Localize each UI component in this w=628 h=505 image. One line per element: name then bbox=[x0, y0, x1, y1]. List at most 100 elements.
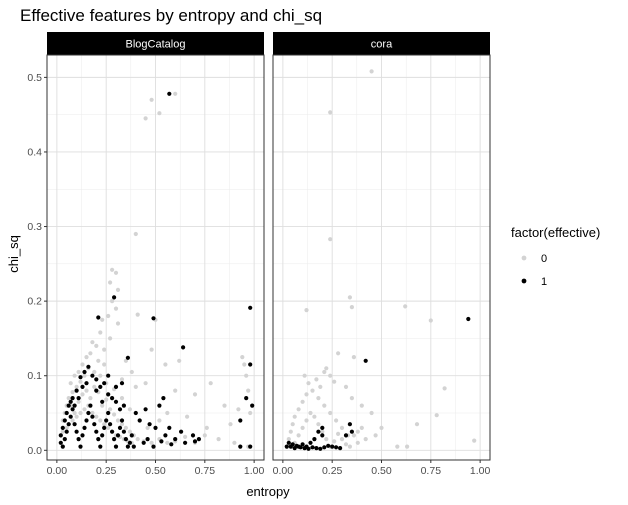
data-point bbox=[330, 444, 335, 449]
data-point bbox=[84, 355, 89, 360]
data-point bbox=[304, 308, 309, 313]
legend-label-0: 0 bbox=[541, 253, 547, 265]
data-point bbox=[68, 414, 73, 419]
data-point bbox=[173, 388, 178, 393]
data-point bbox=[216, 437, 221, 442]
data-point bbox=[121, 403, 126, 408]
data-point bbox=[355, 440, 360, 445]
data-point bbox=[314, 446, 319, 451]
data-point bbox=[308, 410, 313, 416]
data-point bbox=[106, 313, 111, 319]
data-point bbox=[328, 410, 333, 416]
x-tick-label: 0.25 bbox=[96, 465, 117, 477]
data-point bbox=[82, 425, 87, 430]
x-tick-label: 0.25 bbox=[322, 465, 343, 477]
data-point bbox=[343, 442, 349, 447]
data-point bbox=[108, 336, 113, 341]
data-point bbox=[320, 433, 325, 438]
data-point bbox=[306, 446, 311, 451]
data-point bbox=[338, 446, 343, 451]
y-tick-label: 0.0 bbox=[27, 445, 42, 457]
data-point bbox=[60, 429, 65, 434]
data-point bbox=[312, 437, 317, 442]
data-point bbox=[106, 410, 111, 416]
data-point bbox=[82, 373, 87, 378]
data-point bbox=[68, 381, 73, 386]
data-point bbox=[228, 422, 233, 427]
data-point bbox=[72, 410, 77, 416]
data-point bbox=[343, 384, 349, 389]
data-point bbox=[135, 437, 140, 442]
data-point bbox=[163, 362, 168, 367]
data-point bbox=[192, 392, 198, 397]
data-point bbox=[115, 418, 121, 423]
data-point bbox=[80, 392, 85, 397]
data-point bbox=[58, 440, 63, 445]
data-point bbox=[133, 231, 138, 237]
data-point bbox=[328, 373, 333, 378]
data-point bbox=[232, 440, 237, 445]
data-point bbox=[66, 403, 71, 408]
data-point bbox=[76, 369, 81, 375]
legend-items: 01 bbox=[521, 253, 547, 288]
data-point bbox=[355, 429, 360, 434]
data-point bbox=[121, 429, 126, 434]
data-point bbox=[86, 410, 91, 416]
data-point bbox=[110, 299, 115, 304]
data-point bbox=[334, 418, 339, 423]
data-point bbox=[192, 439, 198, 444]
data-point bbox=[60, 444, 65, 449]
data-point bbox=[88, 396, 93, 401]
data-point bbox=[94, 429, 99, 434]
data-point bbox=[94, 377, 99, 382]
data-point bbox=[112, 412, 117, 417]
data-point bbox=[131, 444, 136, 449]
data-point bbox=[98, 384, 103, 389]
data-point bbox=[190, 433, 196, 438]
data-point bbox=[104, 418, 109, 423]
data-point bbox=[302, 446, 307, 451]
data-point bbox=[112, 437, 117, 442]
data-point bbox=[248, 362, 253, 367]
x-tick-label: 0.50 bbox=[145, 465, 166, 477]
data-point bbox=[88, 351, 93, 356]
data-point bbox=[102, 347, 107, 352]
legend-title: factor(effective) bbox=[511, 225, 600, 240]
series-0 bbox=[284, 69, 477, 449]
data-point bbox=[248, 410, 253, 416]
data-point bbox=[434, 413, 439, 418]
facet-strip-label: BlogCatalog bbox=[126, 39, 186, 51]
data-point bbox=[326, 443, 331, 448]
data-point bbox=[112, 295, 117, 300]
data-point bbox=[90, 340, 95, 345]
data-point bbox=[102, 425, 107, 430]
data-point bbox=[149, 347, 154, 352]
data-point bbox=[98, 373, 103, 378]
x-tick-label: 0.00 bbox=[47, 465, 68, 477]
data-point bbox=[304, 392, 309, 397]
data-point bbox=[288, 429, 293, 434]
x-tick-label: 1.00 bbox=[244, 465, 265, 477]
data-point bbox=[74, 414, 79, 419]
data-point bbox=[236, 407, 241, 412]
data-point bbox=[242, 362, 247, 367]
data-point bbox=[78, 379, 83, 384]
data-point bbox=[161, 396, 166, 401]
series-1 bbox=[284, 316, 471, 451]
data-point bbox=[238, 444, 243, 449]
data-point bbox=[82, 369, 87, 375]
y-tick-label: 0.5 bbox=[27, 72, 42, 84]
data-point bbox=[373, 433, 378, 438]
data-point bbox=[78, 375, 83, 380]
x-axis-title: entropy bbox=[246, 484, 290, 499]
data-point bbox=[244, 396, 249, 401]
data-point bbox=[349, 429, 354, 434]
data-point bbox=[222, 403, 227, 408]
x-tick-label: 0.00 bbox=[273, 465, 294, 477]
data-point bbox=[351, 433, 356, 438]
data-point bbox=[414, 422, 420, 427]
data-point bbox=[127, 429, 132, 434]
data-point bbox=[62, 418, 67, 423]
data-point bbox=[248, 305, 253, 310]
data-point bbox=[179, 429, 184, 434]
